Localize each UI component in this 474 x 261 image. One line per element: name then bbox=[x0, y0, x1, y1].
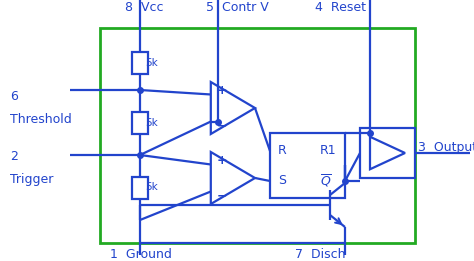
Text: Threshold: Threshold bbox=[10, 113, 72, 126]
Text: 5k: 5k bbox=[145, 117, 158, 128]
Text: +: + bbox=[217, 153, 228, 167]
Bar bbox=[132, 51, 148, 74]
Text: $\overline{Q}$: $\overline{Q}$ bbox=[320, 173, 332, 189]
Bar bbox=[100, 28, 415, 243]
Text: R1: R1 bbox=[320, 145, 337, 157]
Bar bbox=[360, 128, 415, 178]
Text: 6: 6 bbox=[10, 90, 18, 103]
Bar bbox=[132, 176, 148, 199]
Text: 2: 2 bbox=[10, 150, 18, 163]
Text: S: S bbox=[278, 175, 286, 187]
Bar bbox=[270, 133, 345, 198]
Text: 8  Vcc: 8 Vcc bbox=[125, 1, 164, 14]
Text: 7  Disch: 7 Disch bbox=[295, 248, 346, 261]
Text: 5k: 5k bbox=[145, 57, 158, 68]
Text: 5  Contr V: 5 Contr V bbox=[206, 1, 269, 14]
Text: +: + bbox=[217, 84, 228, 97]
Text: R: R bbox=[278, 145, 287, 157]
Text: −: − bbox=[217, 189, 228, 203]
Text: 4  Reset: 4 Reset bbox=[315, 1, 366, 14]
Text: Trigger: Trigger bbox=[10, 173, 54, 186]
Text: −: − bbox=[217, 120, 228, 133]
Text: 3  Output: 3 Output bbox=[418, 140, 474, 153]
Bar bbox=[132, 111, 148, 133]
Text: 1  Ground: 1 Ground bbox=[110, 248, 172, 261]
Text: 5k: 5k bbox=[145, 182, 158, 193]
